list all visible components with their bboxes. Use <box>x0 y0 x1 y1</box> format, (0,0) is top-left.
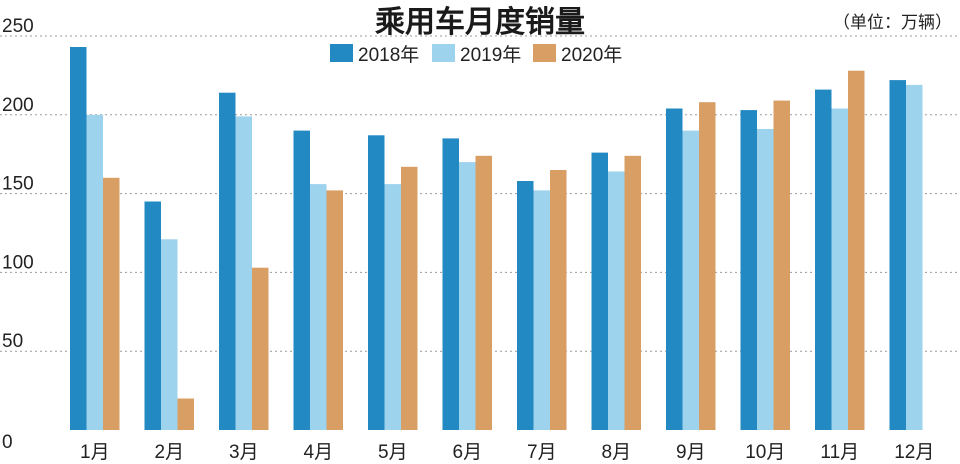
legend-swatch-2019 <box>432 44 455 62</box>
x-tick-label: 7月 <box>527 442 557 463</box>
bar-2019-m9 <box>682 130 699 430</box>
bar-2018-m6 <box>442 138 459 430</box>
bar-2020-m8 <box>624 155 641 431</box>
bar-2018-m3 <box>219 92 236 430</box>
bar-2019-m3 <box>235 116 252 431</box>
bar-2020-m1 <box>103 177 120 430</box>
x-tick-label: 9月 <box>676 442 706 463</box>
bars <box>70 47 923 431</box>
x-tick-label: 3月 <box>229 442 259 463</box>
legend-label-2018: 2018年 <box>358 44 419 66</box>
chart-title: 乘用车月度销量 <box>375 5 585 40</box>
x-axis-ticks: 1月 2月 3月 4月 5月 6月 7月 8月 9月 10月 11月 12月 <box>80 442 934 463</box>
x-tick-label: 10月 <box>745 442 785 463</box>
bar-2018-m8 <box>591 152 608 430</box>
bar-2019-m12 <box>906 84 923 431</box>
bar-2018-m11 <box>815 89 832 430</box>
unit-label: （单位：万辆） <box>833 13 952 33</box>
bar-2018-m4 <box>293 130 310 430</box>
bar-2019-m11 <box>831 108 848 430</box>
bar-2020-m5 <box>401 166 418 431</box>
x-tick-label: 4月 <box>304 442 334 463</box>
bar-2019-m1 <box>86 114 103 431</box>
bar-2020-m11 <box>848 70 865 430</box>
bar-2018-m12 <box>889 80 906 430</box>
legend-swatch-2020 <box>533 44 556 62</box>
bar-2019-m5 <box>384 184 401 430</box>
x-tick-label: 2月 <box>155 442 185 463</box>
bar-2018-m7 <box>517 181 534 430</box>
bar-2020-m4 <box>326 190 343 430</box>
x-tick-label: 1月 <box>80 442 110 463</box>
bar-2018-m9 <box>666 108 683 430</box>
bar-2018-m10 <box>740 110 757 430</box>
legend-label-2020: 2020年 <box>561 44 622 66</box>
y-tick-label: 150 <box>2 174 34 195</box>
y-tick-label: 50 <box>2 331 23 352</box>
y-tick-label: 0 <box>2 432 13 453</box>
bar-2020-m7 <box>550 170 567 430</box>
x-tick-label: 8月 <box>602 442 632 463</box>
bar-2018-m2 <box>144 201 161 430</box>
x-tick-label: 12月 <box>894 442 934 463</box>
bar-2019-m4 <box>310 184 327 430</box>
y-tick-label: 100 <box>2 252 34 273</box>
bar-2020-m6 <box>475 155 492 431</box>
bar-2019-m10 <box>757 129 774 430</box>
x-tick-label: 5月 <box>378 442 408 463</box>
bar-2018-m5 <box>368 135 385 431</box>
bar-2019-m6 <box>459 162 476 430</box>
legend-label-2019: 2019年 <box>460 44 521 66</box>
bar-2019-m8 <box>608 171 625 430</box>
bar-2019-m7 <box>533 190 550 430</box>
legend: 2018年 2019年 2020年 <box>330 44 622 66</box>
legend-swatch-2018 <box>330 44 353 62</box>
y-tick-label: 250 <box>2 16 34 37</box>
bar-2019-m2 <box>161 239 178 430</box>
bar-2020-m9 <box>699 102 716 430</box>
bar-2020-m2 <box>177 398 194 430</box>
bar-2020-m3 <box>252 267 269 430</box>
x-tick-label: 11月 <box>820 442 859 463</box>
y-tick-label: 200 <box>2 95 34 116</box>
bar-2018-m1 <box>70 47 87 430</box>
y-axis-ticks: 0 50 100 150 200 250 <box>2 16 34 453</box>
bar-2020-m10 <box>773 100 790 430</box>
x-tick-label: 6月 <box>453 442 483 463</box>
